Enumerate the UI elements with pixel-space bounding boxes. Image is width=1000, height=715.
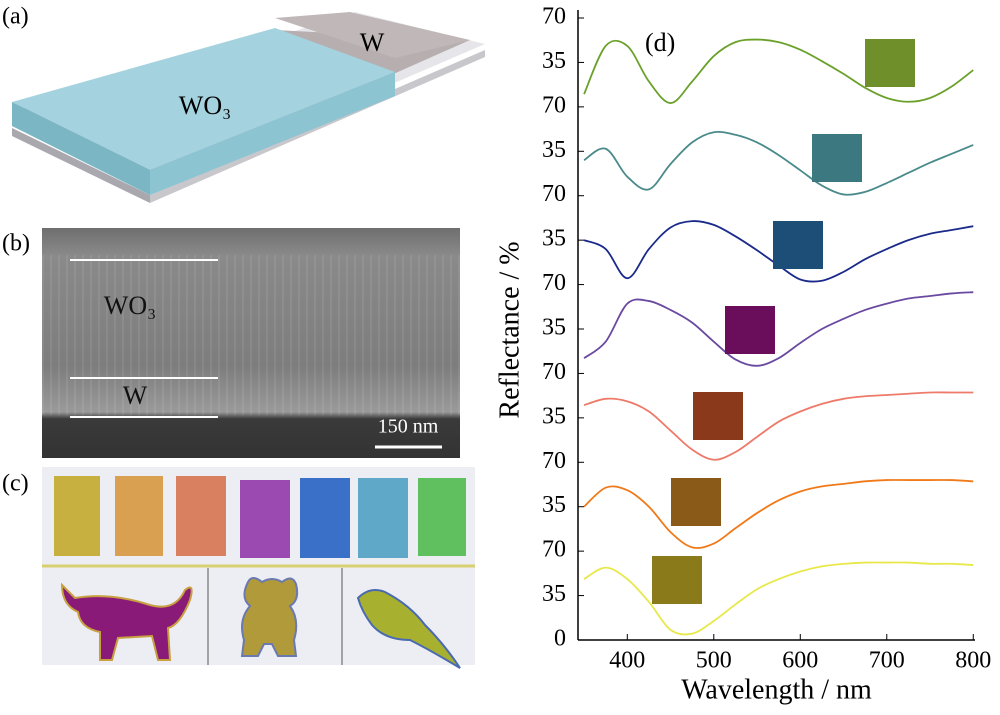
scale-bar-label: 150 nm xyxy=(378,416,439,438)
y-axis-label: Reflectance / % xyxy=(494,241,525,418)
panel-b: WO₃ W 150 nm xyxy=(42,228,460,458)
y-tick-label: 0 xyxy=(554,626,566,652)
y-tick-label: 35 xyxy=(542,48,566,74)
sample-strip xyxy=(115,476,163,556)
w-top xyxy=(275,12,470,58)
color-swatch xyxy=(693,392,743,440)
y-tick-label: 35 xyxy=(542,315,566,341)
bear-shape xyxy=(240,577,299,657)
sample-strip xyxy=(176,476,226,556)
substrate-edge xyxy=(12,128,150,203)
y-tick-label: 35 xyxy=(542,492,566,518)
color-swatch xyxy=(671,478,721,526)
sample-strip xyxy=(54,476,100,556)
panel-label: (a) xyxy=(2,4,29,30)
y-tick-label: 35 xyxy=(542,137,566,163)
wo3-label: WO₃ xyxy=(179,91,231,120)
y-tick-label: 70 xyxy=(542,537,566,563)
color-swatch xyxy=(725,306,775,354)
panel-label: (b) xyxy=(2,231,30,257)
color-swatch xyxy=(812,134,862,182)
y-tick-label: 35 xyxy=(542,581,566,607)
sample-strip xyxy=(358,478,408,558)
color-swatch xyxy=(652,556,702,604)
wo3-top xyxy=(12,28,395,170)
bird-shape xyxy=(356,589,461,669)
wo3-label: WO₃ xyxy=(104,291,156,320)
y-tick-label: 70 xyxy=(542,92,566,118)
wo3-front xyxy=(150,72,395,195)
panel-label: (d) xyxy=(645,28,675,57)
sample-strip xyxy=(418,478,466,556)
color-swatch xyxy=(865,39,915,87)
panel-label: (c) xyxy=(2,471,29,497)
sem-texture xyxy=(42,255,460,415)
spectrum-line xyxy=(583,130,974,196)
spectrum-line xyxy=(583,391,974,461)
y-tick-label: 70 xyxy=(542,270,566,296)
spectrum-line xyxy=(583,291,974,367)
sample-strip xyxy=(240,480,290,558)
cat-shape xyxy=(60,582,193,661)
y-tick-label: 35 xyxy=(542,403,566,429)
x-tick-label: 500 xyxy=(696,648,732,674)
spectrum-line xyxy=(583,38,974,104)
spectrum-line xyxy=(583,479,974,549)
y-tick-label: 70 xyxy=(542,448,566,474)
y-tick-label: 70 xyxy=(542,4,566,30)
panel-c xyxy=(42,467,475,669)
color-swatch xyxy=(773,221,823,269)
sample-strip xyxy=(300,478,350,558)
w-label: W xyxy=(360,28,385,57)
wo3-side xyxy=(12,102,150,195)
x-tick-label: 600 xyxy=(782,648,818,674)
y-tick-label: 35 xyxy=(542,226,566,252)
spectrum-line xyxy=(583,561,974,636)
x-tick-label: 800 xyxy=(955,648,991,674)
y-tick-label: 70 xyxy=(542,181,566,207)
x-tick-label: 400 xyxy=(609,648,645,674)
panel-a: WO₃ W xyxy=(12,12,485,203)
w-label: W xyxy=(123,381,148,410)
y-tick-label: 70 xyxy=(542,359,566,385)
x-tick-label: 700 xyxy=(869,648,905,674)
x-axis-label: Wavelength / nm xyxy=(681,674,872,705)
